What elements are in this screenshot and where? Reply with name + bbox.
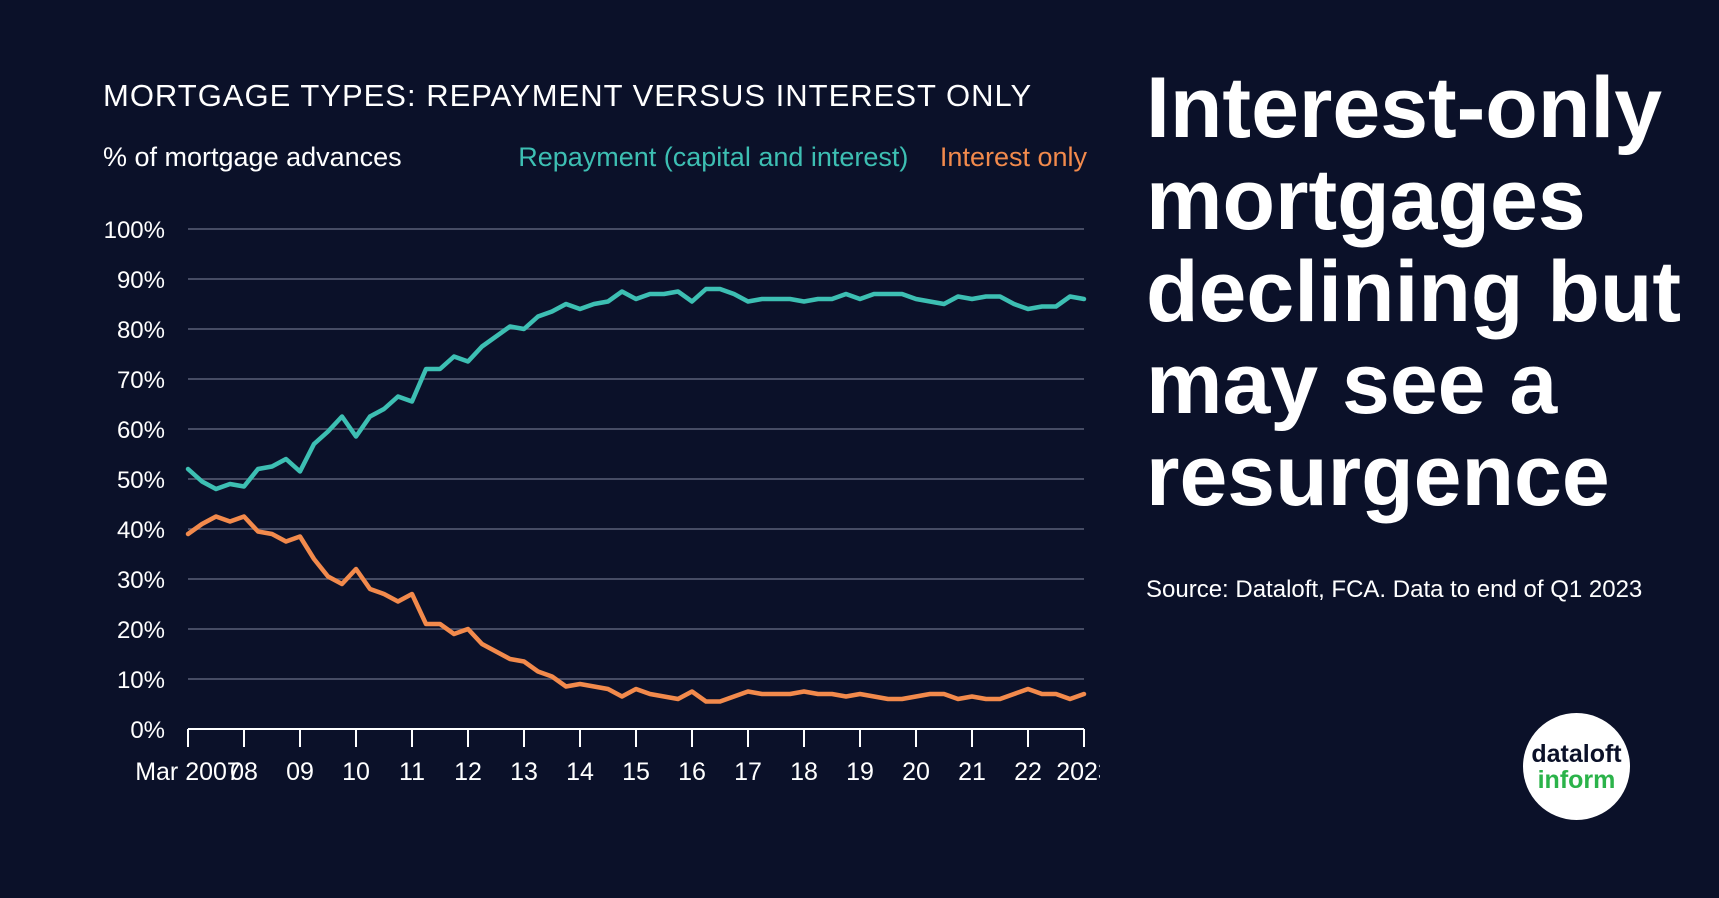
y-tick-label: 40% [117, 517, 165, 544]
y-tick-label: 70% [117, 367, 165, 394]
y-axis-label: % of mortgage advances [103, 142, 402, 172]
y-tick-label: 50% [117, 467, 165, 494]
y-tick-label: 60% [117, 417, 165, 444]
legend-interest-only: Interest only [939, 142, 1087, 172]
x-tick-label: 11 [399, 758, 425, 786]
legend-repayment: Repayment (capital and interest) [518, 142, 909, 172]
x-tick-label: 14 [566, 758, 594, 786]
dataloft-logo: dataloft inform [1523, 713, 1630, 820]
x-tick-label: Mar 2007 [135, 758, 241, 786]
x-tick-label: 2023 [1056, 758, 1100, 786]
headline: Interest-only mortgages declining but ma… [1146, 60, 1682, 524]
y-tick-label: 0% [130, 717, 165, 744]
x-tick-label: 20 [902, 758, 930, 786]
y-tick-label: 10% [117, 667, 165, 694]
y-tick-label: 100% [104, 217, 165, 244]
x-tick-label: 22 [1014, 758, 1042, 786]
logo-text-inform: inform [1537, 765, 1616, 794]
logo-text-dataloft: dataloft [1531, 739, 1622, 768]
x-tick-label: 13 [510, 758, 538, 786]
x-tick-label: 09 [286, 758, 314, 786]
legend: Repayment (capital and interest) Interes… [494, 142, 1087, 173]
x-tick-label: 12 [454, 758, 482, 786]
line-chart: 0% 10% 20% 30% 40% 50% 60% 70% 80% 90% 100% Mar 200… [104, 217, 1100, 786]
series-line-repayment [185, 286, 1087, 492]
chart-title: MORTGAGE TYPES: REPAYMENT VERSUS INTERES… [103, 78, 1033, 113]
y-tick-label: 30% [117, 567, 165, 594]
x-tick-label: 10 [342, 758, 370, 786]
x-tick-label: 15 [622, 758, 650, 786]
series-line-interest-only [185, 514, 1087, 704]
source-note: Source: Dataloft, FCA. Data to end of Q1… [1146, 576, 1643, 603]
x-tick-label: 21 [958, 758, 986, 786]
x-tick-label: 08 [230, 758, 258, 786]
x-tick-label: 19 [846, 758, 874, 786]
x-tick-label: 16 [678, 758, 706, 786]
y-tick-label: 90% [117, 267, 165, 294]
x-tick-label: 17 [734, 758, 762, 786]
x-tick-label: 18 [790, 758, 818, 786]
y-tick-label: 20% [117, 617, 165, 644]
y-tick-label: 80% [117, 317, 165, 344]
